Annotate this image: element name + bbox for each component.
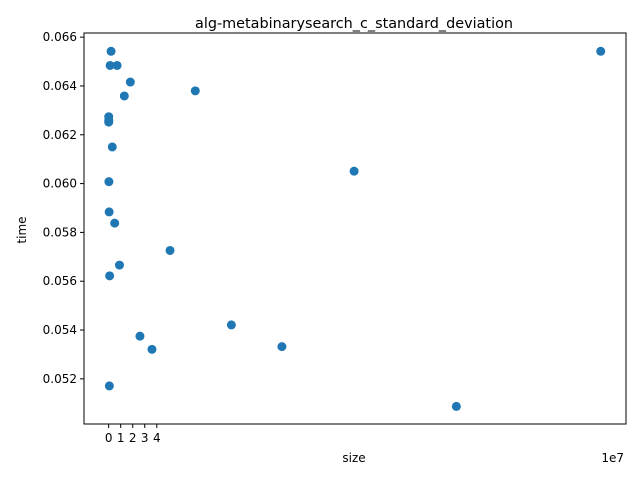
y-tick-label: 0.058 bbox=[43, 225, 77, 239]
data-point bbox=[125, 77, 135, 87]
y-tick-label: 0.052 bbox=[43, 372, 77, 386]
data-point bbox=[349, 166, 359, 176]
data-point bbox=[104, 177, 114, 187]
data-point bbox=[112, 60, 122, 70]
data-point bbox=[147, 344, 157, 354]
data-point bbox=[135, 331, 145, 341]
data-point bbox=[119, 91, 129, 101]
data-point bbox=[277, 342, 287, 352]
y-axis-ticks: 0.052 0.054 0.056 0.058 0.060 0.062 0.064 0.066 bbox=[43, 30, 84, 386]
x-tick-label: 2 bbox=[129, 431, 137, 445]
y-tick-label: 0.056 bbox=[43, 274, 77, 288]
data-point bbox=[114, 260, 124, 270]
data-point bbox=[596, 46, 606, 56]
y-tick-label: 0.054 bbox=[43, 323, 77, 337]
data-point bbox=[226, 320, 236, 330]
y-tick-label: 0.064 bbox=[43, 79, 77, 93]
data-points bbox=[104, 46, 606, 411]
x-tick-label: 1 bbox=[117, 431, 125, 445]
data-point bbox=[104, 381, 114, 391]
y-tick-label: 0.060 bbox=[43, 177, 77, 191]
y-tick-label: 0.062 bbox=[43, 128, 77, 142]
x-tick-label: 4 bbox=[153, 431, 161, 445]
y-tick-label: 0.066 bbox=[43, 30, 77, 44]
axes-frame bbox=[83, 32, 627, 425]
x-axis-offset-label: 1e7 bbox=[601, 451, 624, 465]
data-point bbox=[106, 46, 116, 56]
data-point bbox=[105, 60, 115, 70]
data-point bbox=[104, 207, 114, 217]
data-point bbox=[165, 245, 175, 255]
data-point bbox=[110, 218, 120, 228]
data-point bbox=[104, 115, 114, 125]
x-tick-label: 3 bbox=[141, 431, 149, 445]
x-tick-label: 0 bbox=[105, 431, 113, 445]
chart-title: alg-metabinarysearch_c_standard_deviatio… bbox=[195, 16, 513, 32]
x-axis-label: size bbox=[342, 451, 365, 465]
data-point bbox=[105, 271, 115, 281]
data-point bbox=[190, 86, 200, 96]
y-axis-label: time bbox=[15, 216, 29, 243]
data-point bbox=[451, 401, 461, 411]
data-point bbox=[107, 142, 117, 152]
